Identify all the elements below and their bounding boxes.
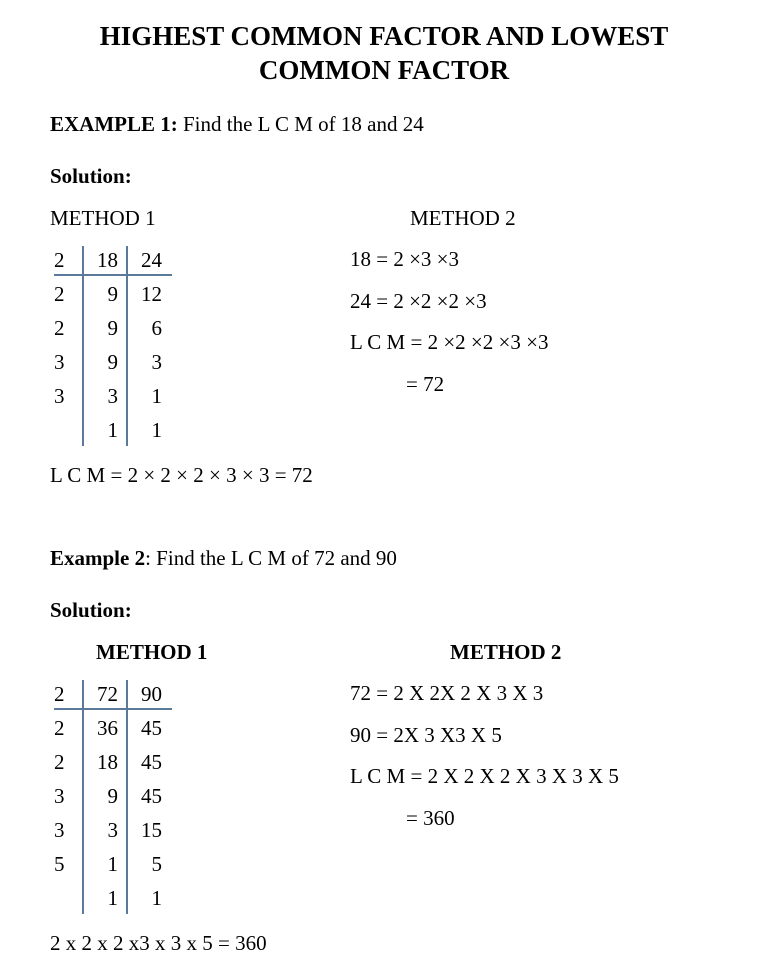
- ladder-row: 3315: [50, 814, 168, 848]
- example-2-solution-label: Solution:: [50, 595, 718, 627]
- example-1-result: L C M = 2 × 2 × 2 × 3 × 3 = 72: [50, 460, 350, 492]
- ladder-value-a: 18: [80, 245, 124, 277]
- ladder-value-a: 1: [80, 415, 124, 447]
- ladder-row: 393: [50, 346, 168, 380]
- ladder-divisor: 2: [50, 713, 80, 745]
- ladder-row: 21824: [50, 244, 168, 278]
- example-2-methods: METHOD 1 2729023645218453945331551511 2 …: [50, 637, 718, 960]
- ladder-row: 3945: [50, 780, 168, 814]
- ladder-value-b: 90: [124, 679, 168, 711]
- page-title: HIGHEST COMMON FACTOR AND LOWEST COMMON …: [50, 20, 718, 88]
- ladder-row: 21845: [50, 746, 168, 780]
- method-1-heading: METHOD 1: [50, 637, 350, 669]
- ladder-value-a: 9: [80, 781, 124, 813]
- ladder-divisor: 2: [50, 313, 80, 345]
- ladder-value-a: 9: [80, 347, 124, 379]
- ladder-vline: [82, 680, 84, 914]
- ladder-value-a: 36: [80, 713, 124, 745]
- ladder-row: 27290: [50, 678, 168, 712]
- ladder-row: 11: [50, 414, 168, 448]
- ladder-hline: [54, 708, 172, 710]
- ladder-row: 2912: [50, 278, 168, 312]
- example-2-method-1: METHOD 1 2729023645218453945331551511 2 …: [50, 637, 350, 960]
- title-line-1: HIGHEST COMMON FACTOR AND LOWEST: [100, 21, 669, 51]
- ladder-row: 331: [50, 380, 168, 414]
- ladder-value-b: 5: [124, 849, 168, 881]
- ladder-divisor: 3: [50, 781, 80, 813]
- example-1-factorization: 18 = 2 ×3 ×3 24 = 2 ×2 ×2 ×3 L C M = 2 ×2 …: [350, 244, 710, 400]
- example-2-ladder: 2729023645218453945331551511: [50, 678, 168, 916]
- ladder-value-b: 12: [124, 279, 168, 311]
- example-2-result: 2 x 2 x 2 x3 x 3 x 5 = 360: [50, 928, 350, 960]
- ladder-divisor: 3: [50, 381, 80, 413]
- factor-line: 18 = 2 ×3 ×3: [350, 244, 710, 276]
- factor-result: = 72: [350, 369, 710, 401]
- ladder-divisor: 3: [50, 815, 80, 847]
- ladder-value-b: 45: [124, 747, 168, 779]
- ladder-value-a: 9: [80, 313, 124, 345]
- example-1-method-1: METHOD 1 21824291229639333111 L C M = 2 …: [50, 203, 350, 492]
- ladder-vline: [126, 246, 128, 446]
- ladder-divisor: 2: [50, 747, 80, 779]
- ladder-row: 11: [50, 882, 168, 916]
- factor-line: L C M = 2 X 2 X 2 X 3 X 3 X 5: [350, 761, 710, 793]
- method-2-heading: METHOD 2: [350, 203, 710, 235]
- ladder-value-b: 1: [124, 415, 168, 447]
- ladder-divisor: 2: [50, 679, 80, 711]
- ladder-value-b: 3: [124, 347, 168, 379]
- ladder-value-b: 1: [124, 381, 168, 413]
- method-2-heading: METHOD 2: [350, 637, 710, 669]
- factor-line: L C M = 2 ×2 ×2 ×3 ×3: [350, 327, 710, 359]
- example-1-solution-label: Solution:: [50, 161, 718, 193]
- example-1-methods: METHOD 1 21824291229639333111 L C M = 2 …: [50, 203, 718, 492]
- factor-result: = 360: [350, 803, 710, 835]
- example-2-factorization: 72 = 2 X 2X 2 X 3 X 3 90 = 2X 3 X3 X 5 L C…: [350, 678, 710, 834]
- ladder-value-a: 1: [80, 883, 124, 915]
- example-2-method-2: METHOD 2 72 = 2 X 2X 2 X 3 X 3 90 = 2X 3 …: [350, 637, 710, 845]
- ladder-value-a: 3: [80, 815, 124, 847]
- ladder-value-a: 18: [80, 747, 124, 779]
- example-1-text: Find the L C M of 18 and 24: [178, 112, 424, 136]
- ladder-value-b: 1: [124, 883, 168, 915]
- ladder-vline: [82, 246, 84, 446]
- ladder-value-b: 45: [124, 713, 168, 745]
- ladder-value-b: 6: [124, 313, 168, 345]
- ladder-divisor: 3: [50, 347, 80, 379]
- example-2-label: Example 2: [50, 546, 145, 570]
- factor-line: 24 = 2 ×2 ×2 ×3: [350, 286, 710, 318]
- ladder-row: 515: [50, 848, 168, 882]
- example-1-label: EXAMPLE 1:: [50, 112, 178, 136]
- method-1-heading: METHOD 1: [50, 203, 350, 235]
- ladder-value-a: 3: [80, 381, 124, 413]
- ladder-row: 23645: [50, 712, 168, 746]
- ladder-divisor: 2: [50, 279, 80, 311]
- ladder-hline: [54, 274, 172, 276]
- example-1-method-2: METHOD 2 18 = 2 ×3 ×3 24 = 2 ×2 ×2 ×3 L C …: [350, 203, 710, 411]
- example-1-prompt: EXAMPLE 1: Find the L C M of 18 and 24: [50, 109, 718, 141]
- example-2-text: : Find the L C M of 72 and 90: [145, 546, 397, 570]
- example-2-prompt: Example 2: Find the L C M of 72 and 90: [50, 543, 718, 575]
- example-1-ladder: 21824291229639333111: [50, 244, 168, 448]
- ladder-divisor: 2: [50, 245, 80, 277]
- ladder-value-b: 24: [124, 245, 168, 277]
- ladder-value-b: 15: [124, 815, 168, 847]
- ladder-divisor: 5: [50, 849, 80, 881]
- title-line-2: COMMON FACTOR: [259, 55, 509, 85]
- ladder-value-a: 1: [80, 849, 124, 881]
- ladder-vline: [126, 680, 128, 914]
- factor-line: 72 = 2 X 2X 2 X 3 X 3: [350, 678, 710, 710]
- ladder-value-a: 9: [80, 279, 124, 311]
- factor-line: 90 = 2X 3 X3 X 5: [350, 720, 710, 752]
- ladder-row: 296: [50, 312, 168, 346]
- ladder-value-a: 72: [80, 679, 124, 711]
- ladder-value-b: 45: [124, 781, 168, 813]
